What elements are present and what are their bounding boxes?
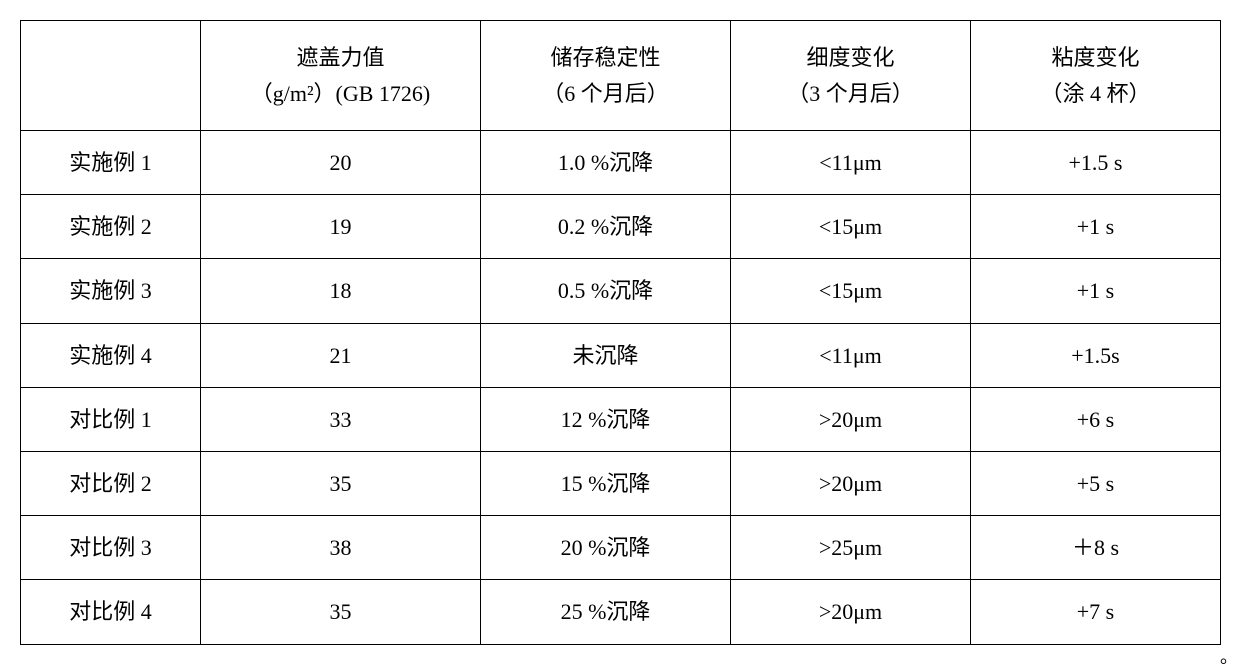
cell-text: +7 s: [1077, 599, 1114, 624]
cell-value: 35: [201, 580, 481, 644]
cell-value: 25 %沉降: [481, 580, 731, 644]
header-viscosity-change: 粘度变化 （涂 4 杯）: [971, 21, 1221, 131]
cell-value: +6 s: [971, 387, 1221, 451]
cell-value: 35: [201, 451, 481, 515]
cell-value: +1.5 s: [971, 131, 1221, 195]
cell-value: +5 s: [971, 451, 1221, 515]
cell-value: >20μm: [731, 451, 971, 515]
header-row: 遮盖力值 （g/m²）(GB 1726) 储存稳定性 （6 个月后） 细度变化 …: [21, 21, 1221, 131]
cell-value: +1 s: [971, 259, 1221, 323]
table-row: 对比例 3 38 20 %沉降 >25μm ＋8 s: [21, 516, 1221, 580]
cell-value: +7 s 。: [971, 580, 1221, 644]
cell-value: 21: [201, 323, 481, 387]
row-label: 实施例 3: [21, 259, 201, 323]
cell-value: ＋8 s: [971, 516, 1221, 580]
table-row: 实施例 1 20 1.0 %沉降 <11μm +1.5 s: [21, 131, 1221, 195]
cell-value: 15 %沉降: [481, 451, 731, 515]
header-text: 储存稳定性: [489, 40, 722, 75]
row-label: 实施例 4: [21, 323, 201, 387]
cell-value: 0.2 %沉降: [481, 195, 731, 259]
cell-value: 1.0 %沉降: [481, 131, 731, 195]
row-label: 实施例 2: [21, 195, 201, 259]
cell-value: 38: [201, 516, 481, 580]
cell-value: <15μm: [731, 259, 971, 323]
table-row: 对比例 2 35 15 %沉降 >20μm +5 s: [21, 451, 1221, 515]
cell-value: 12 %沉降: [481, 387, 731, 451]
header-hiding-power: 遮盖力值 （g/m²）(GB 1726): [201, 21, 481, 131]
cell-value: 18: [201, 259, 481, 323]
header-empty: [21, 21, 201, 131]
table-row: 实施例 4 21 未沉降 <11μm +1.5s: [21, 323, 1221, 387]
table-row: 对比例 1 33 12 %沉降 >20μm +6 s: [21, 387, 1221, 451]
cell-value: +1 s: [971, 195, 1221, 259]
cell-value: 19: [201, 195, 481, 259]
row-label: 对比例 1: [21, 387, 201, 451]
cell-value: 33: [201, 387, 481, 451]
cell-value: 20 %沉降: [481, 516, 731, 580]
cell-value: 20: [201, 131, 481, 195]
header-text: 粘度变化: [979, 40, 1212, 75]
footnote-mark: 。: [1220, 643, 1238, 672]
table-body: 实施例 1 20 1.0 %沉降 <11μm +1.5 s 实施例 2 19 0…: [21, 131, 1221, 645]
cell-value: >20μm: [731, 580, 971, 644]
cell-value: <11μm: [731, 323, 971, 387]
table-row: 对比例 4 35 25 %沉降 >20μm +7 s 。: [21, 580, 1221, 644]
data-table: 遮盖力值 （g/m²）(GB 1726) 储存稳定性 （6 个月后） 细度变化 …: [20, 20, 1221, 645]
header-text: 细度变化: [739, 40, 962, 75]
table-row: 实施例 3 18 0.5 %沉降 <15μm +1 s: [21, 259, 1221, 323]
row-label: 实施例 1: [21, 131, 201, 195]
header-storage-stability: 储存稳定性 （6 个月后）: [481, 21, 731, 131]
cell-value: >20μm: [731, 387, 971, 451]
cell-value: 未沉降: [481, 323, 731, 387]
row-label: 对比例 2: [21, 451, 201, 515]
header-text: 遮盖力值: [209, 40, 472, 75]
cell-value: 0.5 %沉降: [481, 259, 731, 323]
header-text: （g/m²）(GB 1726): [209, 76, 472, 111]
header-text: （3 个月后）: [739, 76, 962, 111]
row-label: 对比例 4: [21, 580, 201, 644]
cell-value: >25μm: [731, 516, 971, 580]
header-fineness-change: 细度变化 （3 个月后）: [731, 21, 971, 131]
table-row: 实施例 2 19 0.2 %沉降 <15μm +1 s: [21, 195, 1221, 259]
header-text: （涂 4 杯）: [979, 76, 1212, 111]
header-text: （6 个月后）: [489, 76, 722, 111]
cell-value: <15μm: [731, 195, 971, 259]
cell-value: +1.5s: [971, 323, 1221, 387]
row-label: 对比例 3: [21, 516, 201, 580]
cell-value: <11μm: [731, 131, 971, 195]
